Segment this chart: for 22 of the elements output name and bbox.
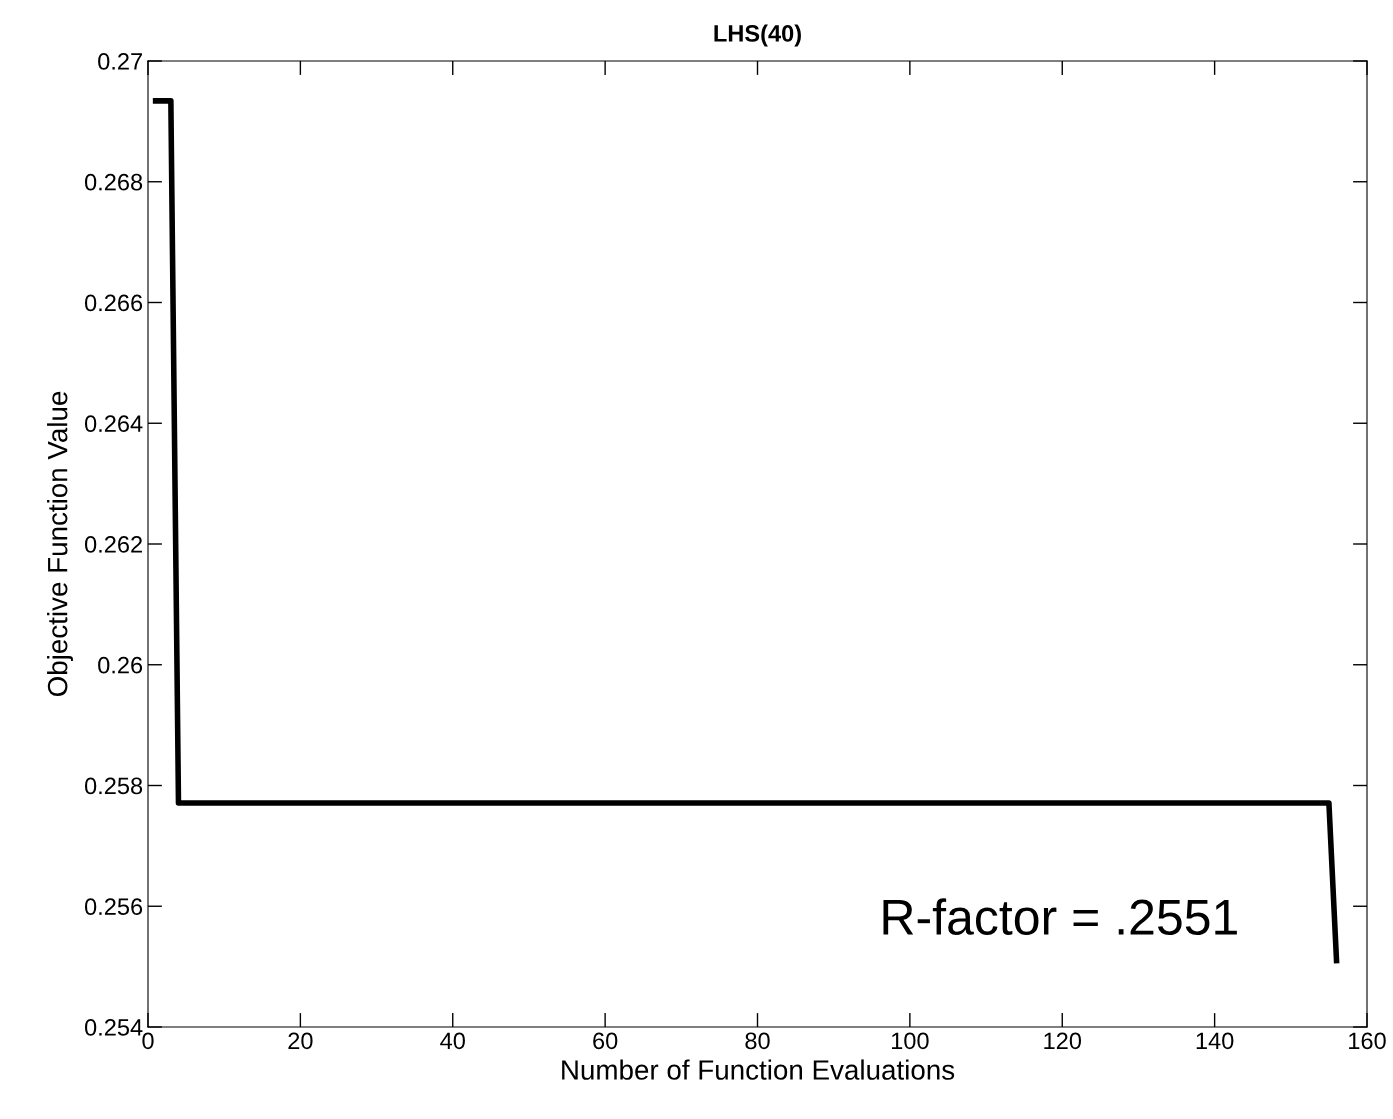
y-tick-label: 0.254 <box>84 1019 143 1036</box>
x-tick-label: 140 <box>1196 1032 1234 1050</box>
x-axis-title: Number of Function Evaluations <box>562 1059 955 1080</box>
y-tick-label: 0.266 <box>84 294 143 312</box>
y-tick-label: 0.256 <box>84 898 143 916</box>
x-tick-label: 120 <box>1044 1032 1082 1050</box>
x-tick-label: 100 <box>891 1032 929 1050</box>
x-tick-label: 60 <box>593 1032 618 1050</box>
annotation: R-factor = .2551 <box>883 898 1237 936</box>
y-tick-label: 0.268 <box>84 173 143 191</box>
y-axis-title: Objective Function Value <box>47 391 73 697</box>
x-tick-label: 160 <box>1349 1032 1386 1050</box>
y-tick-label: 0.258 <box>84 777 143 795</box>
x-tick-label: 20 <box>288 1032 313 1050</box>
x-tick-label: 40 <box>440 1032 465 1050</box>
x-tick-label: 80 <box>745 1032 770 1050</box>
y-tick-label: 0.27 <box>98 53 142 70</box>
x-tick-label: 0 <box>142 1032 154 1050</box>
y-tick-label: 0.264 <box>84 415 143 433</box>
y-tick-label: 0.262 <box>84 536 142 553</box>
y-tick-label: 0.26 <box>98 656 143 674</box>
chart-title: LHS(40) <box>714 24 801 47</box>
